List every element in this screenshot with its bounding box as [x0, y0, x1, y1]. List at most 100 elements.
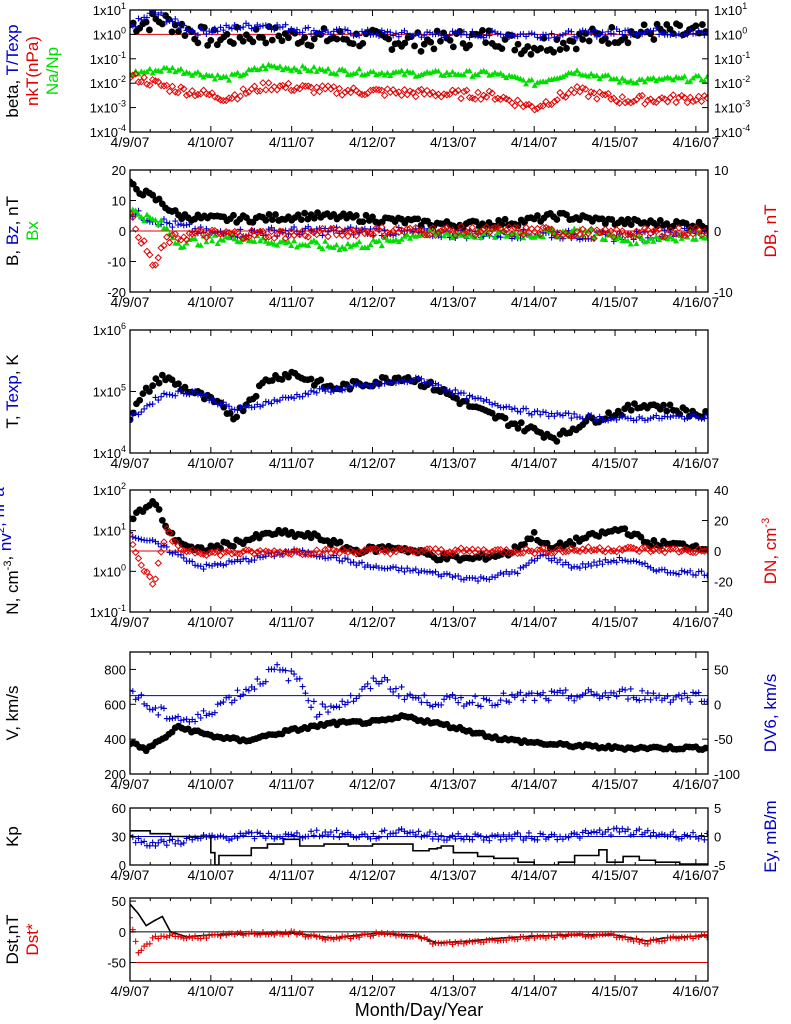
data-point [486, 697, 493, 704]
data-point [400, 547, 409, 555]
data-point [624, 79, 631, 85]
data-point [279, 81, 287, 90]
data-point [302, 65, 309, 71]
data-point [531, 82, 538, 88]
data-point [285, 931, 292, 938]
data-point [562, 547, 570, 556]
data-point [409, 933, 416, 940]
data-point [151, 261, 160, 269]
tick-exponent: 4 [121, 444, 126, 454]
data-point [698, 832, 705, 839]
data-point [181, 32, 189, 39]
data-point [591, 233, 598, 240]
data-point [513, 224, 522, 232]
data-point [704, 411, 708, 418]
data-point [653, 568, 660, 575]
data-point [582, 827, 589, 834]
data-point [375, 237, 382, 244]
data-point [423, 86, 431, 95]
data-point [531, 697, 538, 704]
data-point [449, 28, 456, 35]
data-point [226, 694, 233, 701]
data-point [610, 415, 617, 422]
data-point [452, 29, 459, 36]
data-point [438, 832, 445, 839]
data-point [262, 39, 270, 47]
data-point [703, 94, 708, 102]
data-point [257, 65, 264, 72]
data-point [593, 691, 600, 698]
data-point [325, 831, 332, 838]
data-point [427, 38, 435, 46]
data-point [443, 570, 450, 577]
data-point [412, 548, 420, 557]
data-point [387, 565, 394, 572]
data-point [678, 547, 686, 555]
data-point [404, 692, 411, 699]
data-point [610, 30, 617, 37]
data-point [540, 831, 547, 838]
data-point [517, 689, 524, 696]
data-point [486, 576, 493, 583]
data-point [673, 834, 680, 841]
y2-axis-label: DV6, km/s [761, 674, 780, 752]
data-point [230, 542, 237, 550]
x-tick-label: 4/10/07 [187, 134, 234, 150]
x-tick-label: 4/14/07 [511, 867, 558, 883]
data-point [562, 833, 569, 840]
data-point [397, 91, 406, 100]
data-point [563, 44, 570, 52]
data-point [322, 828, 329, 835]
data-point [579, 27, 586, 34]
x-tick-label: 4/16/07 [673, 867, 720, 883]
data-point [271, 666, 278, 673]
data-point [130, 687, 133, 694]
data-point [171, 537, 179, 546]
data-point [466, 41, 473, 49]
label-part: DV6, km/s [761, 674, 780, 752]
data-point [687, 78, 694, 84]
data-point [621, 544, 629, 553]
data-point [568, 693, 575, 700]
data-point [695, 689, 702, 696]
x-tick-label: 4/9/07 [111, 294, 150, 310]
data-point [231, 697, 238, 704]
data-point [485, 229, 494, 237]
data-point [672, 230, 680, 238]
data-point [197, 226, 205, 235]
data-point [469, 699, 476, 706]
data-point [619, 686, 626, 693]
data-point [268, 400, 275, 407]
data-point [211, 834, 218, 841]
data-point [146, 26, 153, 34]
data-point [525, 560, 532, 567]
data-point [332, 89, 341, 98]
data-point [443, 91, 451, 99]
data-point [650, 690, 657, 697]
data-point [296, 930, 303, 937]
data-point [446, 71, 453, 78]
tick-exponent: 1 [121, 1, 126, 11]
y-axis-label: beta, T/Texp [3, 24, 22, 117]
data-point [463, 833, 470, 840]
data-point [652, 227, 660, 236]
data-point [536, 230, 544, 239]
data-point [536, 545, 544, 554]
data-point [488, 89, 496, 97]
data-point [276, 63, 283, 69]
data-point [233, 413, 241, 421]
data-point [367, 835, 374, 842]
data-point [463, 701, 470, 708]
data-point [191, 549, 199, 557]
data-point [223, 401, 230, 408]
data-point [336, 704, 343, 711]
data-point [356, 934, 363, 941]
data-point [134, 78, 143, 86]
data-point [539, 223, 547, 232]
data-point [568, 565, 575, 572]
data-point [216, 230, 225, 238]
data-point [299, 228, 306, 235]
data-point [466, 231, 473, 237]
data-point [545, 225, 553, 233]
